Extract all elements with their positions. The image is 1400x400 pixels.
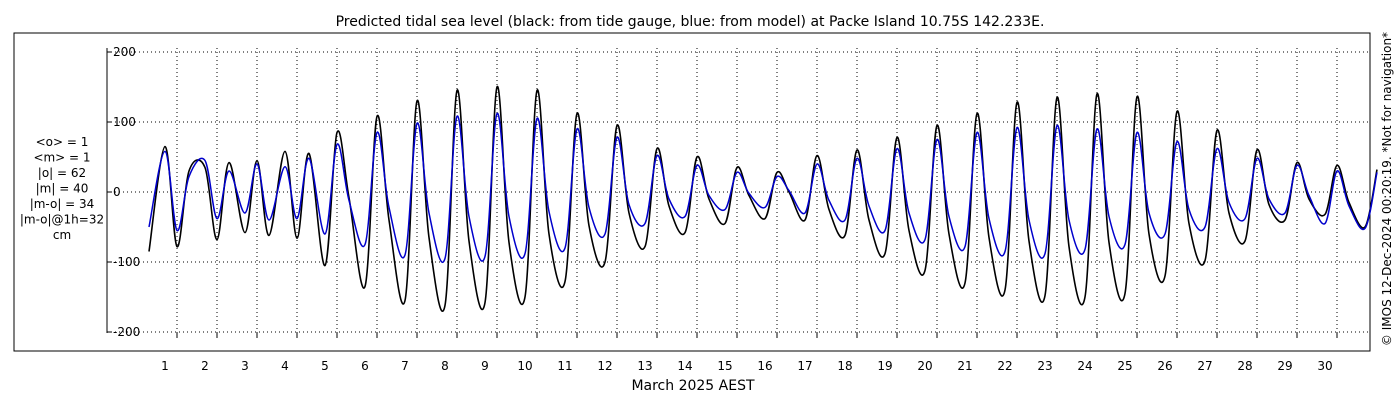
x-tick-label: 9 <box>481 359 489 373</box>
x-tick-label: 2 <box>201 359 209 373</box>
x-tick-label: 7 <box>401 359 409 373</box>
stats-line: |m| = 40 <box>36 182 89 196</box>
x-tick-labels: 1 2 3 4 5 6 7 8 9 10 11 12 13 14 15 16 17 18 19 20 21 22 23 24 2… <box>161 359 1332 373</box>
x-tick-label: 30 <box>1317 359 1332 373</box>
x-tick-label: 23 <box>1037 359 1052 373</box>
stats-line: <o> = 1 <box>36 135 89 149</box>
stats-line: |m-o| = 34 <box>30 197 95 211</box>
copyright-note: © IMOS 12-Dec-2024 00:20:19. *Not for na… <box>1380 32 1394 346</box>
y-tick-label: -100 <box>113 255 140 269</box>
x-tick-label: 8 <box>441 359 449 373</box>
x-tick-label: 11 <box>557 359 572 373</box>
x-tick-label: 12 <box>597 359 612 373</box>
x-tick-label: 4 <box>281 359 289 373</box>
y-tick-labels: 200 100 0 -100 -200 <box>113 45 140 339</box>
model-series-line <box>148 112 1378 263</box>
x-tick-label: 19 <box>877 359 892 373</box>
y-tick-label: 100 <box>113 115 136 129</box>
stats-line: cm <box>53 228 71 242</box>
x-tick-label: 17 <box>797 359 812 373</box>
y-tick-label: -200 <box>113 325 140 339</box>
x-tick-label: 21 <box>957 359 972 373</box>
stats-line: |o| = 62 <box>38 166 86 180</box>
grid-lines <box>107 48 1370 338</box>
x-tick-label: 24 <box>1077 359 1092 373</box>
stats-panel: <o> = 1 <m> = 1|o| = 62 |m| = 40|m-o| = 34… <box>20 135 104 242</box>
x-tick-label: 13 <box>637 359 652 373</box>
x-tick-label: 28 <box>1237 359 1252 373</box>
plot-frame <box>13 32 1371 352</box>
x-tick-label: 1 <box>161 359 169 373</box>
x-tick-label: 3 <box>241 359 249 373</box>
y-axis <box>106 48 112 333</box>
x-tick-label: 26 <box>1157 359 1172 373</box>
x-tick-label: 27 <box>1197 359 1212 373</box>
y-tick-label: 200 <box>113 45 136 59</box>
x-tick-label: 29 <box>1277 359 1292 373</box>
y-tick-label: 0 <box>113 185 121 199</box>
x-tick-label: 6 <box>361 359 369 373</box>
stats-line: <m> = 1 <box>33 151 90 165</box>
chart-title: Predicted tidal sea level (black: from t… <box>336 14 1045 30</box>
tide-gauge-series-line <box>148 86 1378 312</box>
x-tick-label: 18 <box>837 359 852 373</box>
x-tick-label: 20 <box>917 359 932 373</box>
x-tick-label: 10 <box>517 359 532 373</box>
x-tick-label: 14 <box>677 359 692 373</box>
series-lines <box>148 86 1378 312</box>
x-tick-label: 15 <box>717 359 732 373</box>
x-tick-label: 25 <box>1117 359 1132 373</box>
x-axis-label: March 2025 AEST <box>631 378 755 394</box>
x-tick-label: 22 <box>997 359 1012 373</box>
stats-line: |m-o|@1h=32 <box>20 213 104 227</box>
x-tick-label: 5 <box>321 359 329 373</box>
x-tick-label: 16 <box>757 359 772 373</box>
